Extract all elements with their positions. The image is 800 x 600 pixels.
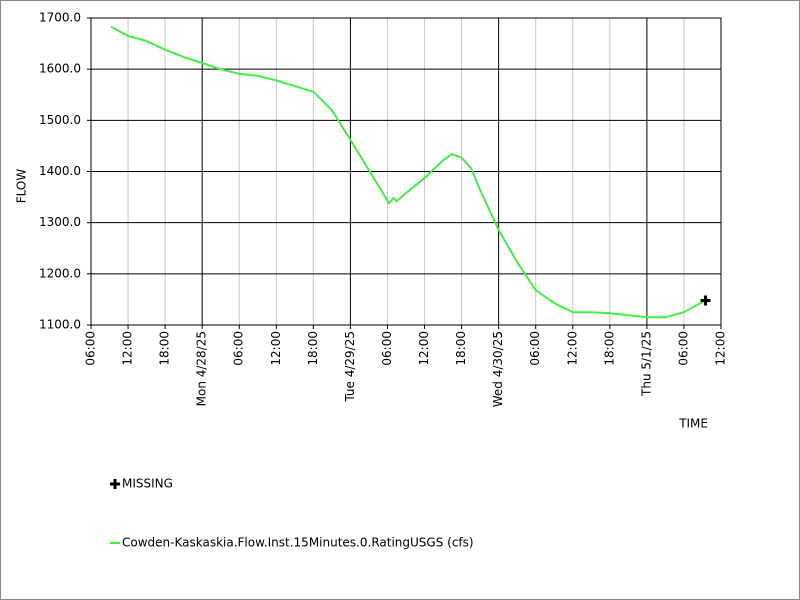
- data-line: [110, 25, 707, 319]
- missing-marker: [700, 295, 711, 306]
- x-tick-label: 18:00: [306, 331, 320, 366]
- x-tick-label: 06:00: [380, 331, 394, 366]
- x-tick-label: 12:00: [269, 331, 283, 366]
- legend-label: Cowden-Kaskaskia.Flow.Inst.15Minutes.0.R…: [122, 536, 474, 550]
- y-tick-label: 1200.0: [39, 266, 81, 280]
- x-tick-label: 06:00: [232, 331, 246, 366]
- y-tick-label: 1400.0: [39, 164, 81, 178]
- y-tick-label: 1500.0: [39, 113, 81, 127]
- y-tick-label: 1700.0: [39, 11, 81, 25]
- y-axis-label: FLOW: [15, 169, 29, 204]
- x-tick-label: Thu 5/1/25: [639, 331, 653, 397]
- x-tick-label: 12:00: [417, 331, 431, 366]
- x-tick-label: Mon 4/28/25: [195, 331, 209, 406]
- x-tick-label: 18:00: [454, 331, 468, 366]
- x-tick-label: Wed 4/30/25: [491, 331, 505, 407]
- y-tick-label: 1600.0: [39, 62, 81, 76]
- x-tick-label: 12:00: [565, 331, 579, 366]
- plot-border: [90, 17, 722, 326]
- y-tick-label: 1300.0: [39, 215, 81, 229]
- x-tick-label: Tue 4/29/25: [343, 331, 357, 403]
- x-tick-label: 12:00: [714, 331, 728, 366]
- x-tick-label: 18:00: [158, 331, 172, 366]
- x-tick-label: 06:00: [676, 331, 690, 366]
- x-tick-label: 12:00: [121, 331, 135, 366]
- y-tick-label: 1100.0: [39, 318, 81, 332]
- x-tick-label: 18:00: [602, 331, 616, 366]
- x-axis-label: TIME: [678, 417, 708, 431]
- x-tick-label: 06:00: [528, 331, 542, 366]
- legend-label: MISSING: [122, 477, 173, 491]
- legend-marker: [110, 479, 120, 489]
- x-tick-label: 06:00: [84, 331, 98, 366]
